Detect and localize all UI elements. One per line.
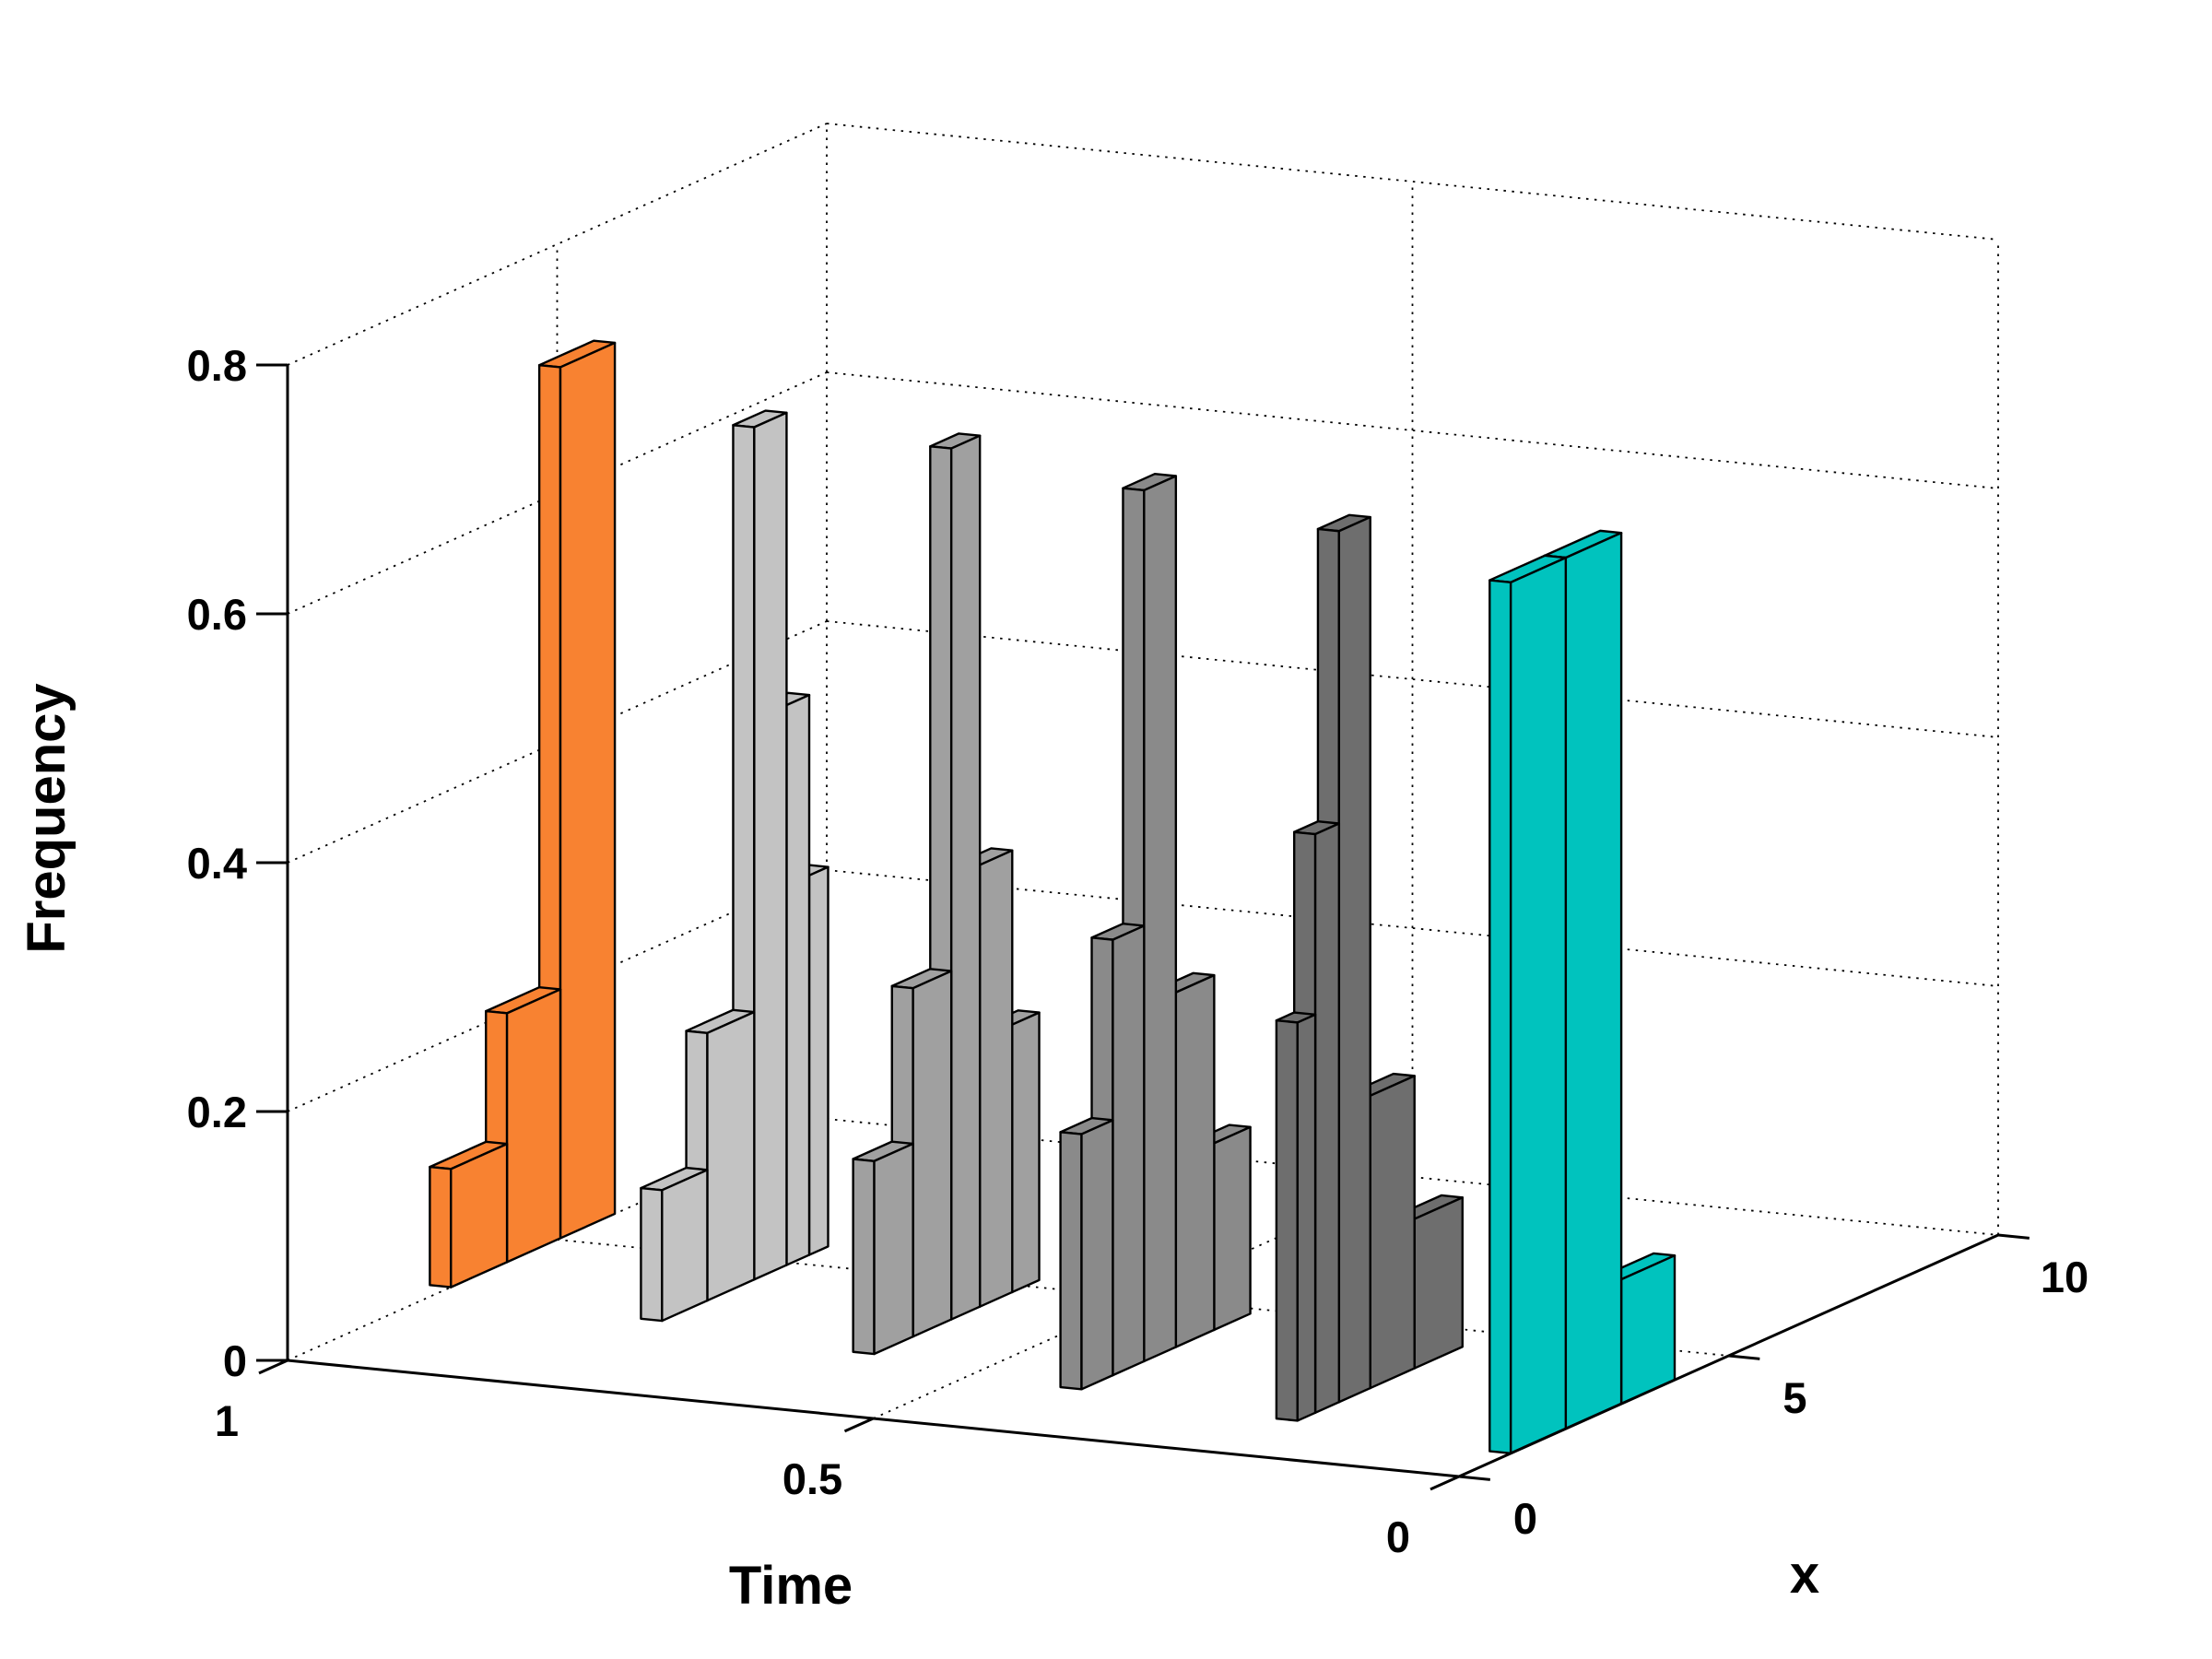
bar-front-time-0.6: [912, 970, 953, 1338]
x-tick-label: 0: [1513, 1494, 1537, 1543]
bar-side-time-0.2: [1275, 1018, 1299, 1422]
z-tick-label: 0.4: [187, 839, 247, 888]
bar-front-time-0.2: [1369, 1075, 1416, 1390]
grid-line: [826, 371, 1999, 489]
bar-front-time-0.4: [1213, 1125, 1252, 1332]
time-axis-tick: [258, 1359, 288, 1375]
time-tick-label: 0: [1386, 1512, 1410, 1561]
x-tick-label: 5: [1783, 1373, 1806, 1422]
bar-side-time-0.0: [1488, 579, 1512, 1455]
bar-side-time-0.4: [1059, 1131, 1083, 1391]
bar-front-time-0.2: [1413, 1196, 1464, 1370]
bar-side-time-0.6: [852, 1158, 876, 1356]
bar-front-time-1.0: [505, 988, 562, 1264]
bar-front-time-0.6: [949, 434, 982, 1321]
chart-root: 0 0.2 0.4 0.6 0.8 1 0.5 0 0 5 10: [187, 123, 2088, 1561]
bar-front-time-0.2: [1313, 822, 1341, 1414]
bar-front-time-0.8: [753, 411, 788, 1281]
time-axis-tick: [1430, 1475, 1460, 1491]
grid-line: [826, 620, 1999, 738]
time-tick-label: 0.5: [782, 1454, 842, 1503]
bar-front-time-0.2: [1337, 515, 1371, 1404]
time-axis-tick: [843, 1417, 875, 1433]
bar-front-time-0.6: [873, 1142, 914, 1356]
grid-line: [826, 123, 1999, 241]
bar-front-time-0.4: [1174, 973, 1216, 1348]
bar-front-time-0.4: [1143, 475, 1178, 1363]
bar-front-time-0.6: [1011, 1011, 1041, 1294]
x-tick-label: 10: [2041, 1253, 2088, 1301]
z-tick-label: 0.6: [187, 590, 247, 639]
bar-front-time-0.4: [1080, 1119, 1114, 1391]
bar-front-time-0.8: [807, 865, 830, 1256]
bar-front-time-0.4: [1112, 924, 1146, 1377]
bar-side-time-1.0: [429, 1165, 453, 1288]
bar-front-time-0.8: [785, 693, 811, 1266]
x-axis-tick: [1458, 1475, 1490, 1481]
z-tick-label: 0: [223, 1336, 247, 1385]
z-axis-label: Frequency: [17, 683, 76, 953]
bar-front-time-0.8: [661, 1169, 709, 1323]
bar-front-time-0.8: [706, 1010, 756, 1302]
x-axis-tick: [1997, 1233, 2030, 1240]
bar-front-time-0.6: [978, 849, 1014, 1308]
bar-front-time-0.0: [1564, 531, 1623, 1430]
z-tick-label: 0.8: [187, 341, 247, 390]
grid-line: [826, 1118, 1999, 1236]
time-axis-label: Time: [729, 1556, 853, 1616]
bar-front-time-1.0: [559, 341, 617, 1240]
bar-side-time-0.8: [640, 1186, 664, 1323]
x-axis-label: x: [1790, 1545, 1819, 1605]
bar-front-time-0.2: [1296, 1013, 1317, 1422]
time-tick-label: 1: [215, 1396, 239, 1445]
bar-front-time-1.0: [450, 1142, 509, 1288]
z-tick-label: 0.2: [187, 1088, 247, 1136]
bar-front-time-0.0: [1509, 556, 1568, 1455]
grid-line: [826, 869, 1999, 987]
x-axis-tick: [1728, 1354, 1760, 1360]
bar-front-time-0.0: [1619, 1253, 1677, 1406]
